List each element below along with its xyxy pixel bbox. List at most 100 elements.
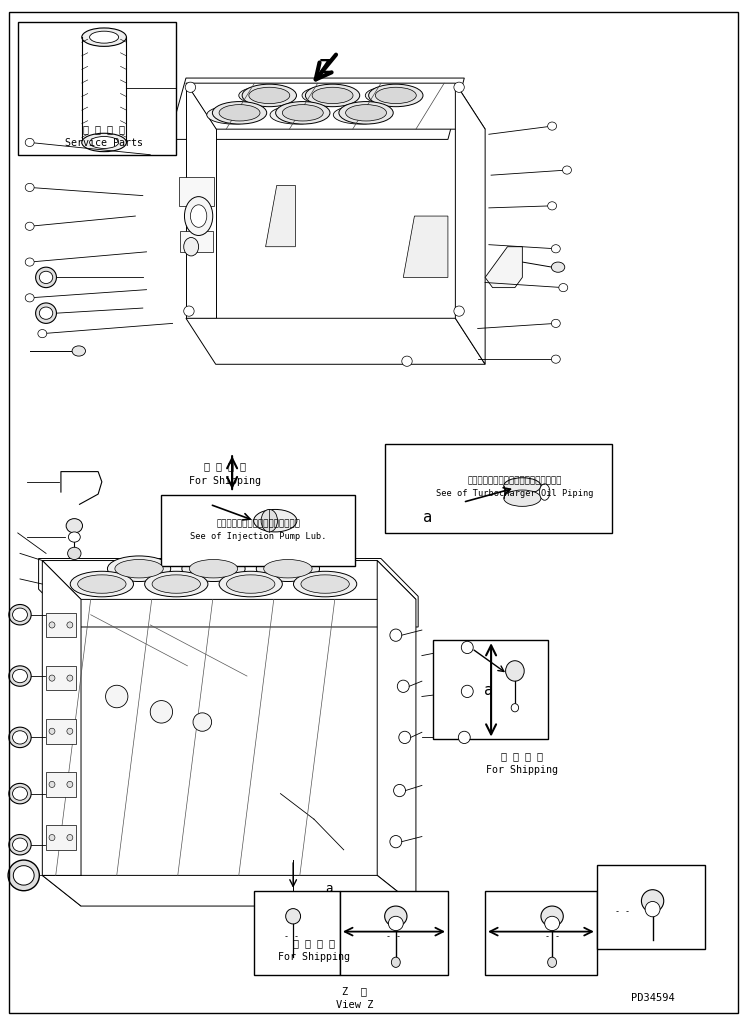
Ellipse shape — [454, 306, 465, 317]
Ellipse shape — [226, 575, 275, 593]
Ellipse shape — [242, 84, 297, 107]
Bar — [597, 865, 704, 949]
Ellipse shape — [385, 906, 407, 927]
Ellipse shape — [25, 183, 34, 192]
Ellipse shape — [256, 556, 320, 581]
Polygon shape — [456, 83, 485, 364]
Ellipse shape — [90, 31, 119, 43]
Text: ターボチャージャオイルパイピング参照
See of Turbocharger Oil Piping: ターボチャージャオイルパイピング参照 See of Turbocharger O… — [436, 477, 594, 498]
Ellipse shape — [105, 686, 128, 707]
Ellipse shape — [346, 105, 386, 121]
Ellipse shape — [306, 84, 360, 107]
Ellipse shape — [115, 560, 164, 578]
Bar — [180, 232, 213, 252]
Bar — [485, 891, 597, 975]
Text: a: a — [423, 510, 432, 525]
Polygon shape — [46, 613, 75, 638]
Ellipse shape — [282, 105, 323, 121]
Ellipse shape — [551, 262, 565, 273]
Ellipse shape — [152, 575, 200, 593]
Ellipse shape — [642, 890, 664, 912]
Ellipse shape — [397, 681, 409, 693]
Ellipse shape — [67, 675, 73, 682]
Bar — [340, 891, 448, 975]
Ellipse shape — [190, 205, 207, 228]
Ellipse shape — [81, 28, 126, 46]
Ellipse shape — [285, 908, 300, 924]
Ellipse shape — [559, 284, 568, 292]
Ellipse shape — [506, 661, 524, 682]
Ellipse shape — [9, 783, 31, 804]
Bar — [161, 495, 355, 566]
Ellipse shape — [90, 136, 119, 149]
Ellipse shape — [375, 87, 416, 104]
Ellipse shape — [541, 906, 563, 927]
Ellipse shape — [399, 731, 411, 743]
Ellipse shape — [8, 860, 40, 891]
Ellipse shape — [13, 866, 34, 886]
Ellipse shape — [239, 86, 292, 105]
Ellipse shape — [67, 622, 73, 628]
Ellipse shape — [391, 957, 400, 968]
Ellipse shape — [548, 202, 557, 210]
Ellipse shape — [36, 303, 57, 324]
Ellipse shape — [459, 731, 471, 743]
Ellipse shape — [13, 608, 28, 621]
Text: Z  視
View Z: Z 視 View Z — [336, 986, 374, 1010]
Polygon shape — [43, 875, 416, 906]
Ellipse shape — [9, 834, 31, 855]
Ellipse shape — [462, 642, 474, 654]
Ellipse shape — [189, 560, 238, 578]
Polygon shape — [266, 186, 295, 247]
Text: Z: Z — [319, 58, 331, 77]
Ellipse shape — [219, 105, 260, 121]
Polygon shape — [43, 561, 81, 906]
Polygon shape — [46, 772, 75, 796]
Ellipse shape — [454, 82, 465, 92]
Ellipse shape — [68, 547, 81, 560]
Ellipse shape — [388, 916, 403, 931]
Text: - -: - - — [545, 932, 560, 941]
Ellipse shape — [185, 197, 213, 236]
Text: インジェクションポンプルーブ参照
See of Injection Pump Lub.: インジェクションポンプルーブ参照 See of Injection Pump L… — [190, 519, 326, 540]
Ellipse shape — [312, 87, 353, 104]
Ellipse shape — [462, 686, 474, 698]
Bar — [255, 891, 340, 975]
Ellipse shape — [548, 122, 557, 130]
Ellipse shape — [25, 138, 34, 147]
Ellipse shape — [301, 575, 350, 593]
Ellipse shape — [38, 329, 47, 337]
Ellipse shape — [78, 575, 126, 593]
Polygon shape — [46, 666, 75, 691]
Ellipse shape — [108, 556, 171, 581]
Ellipse shape — [548, 957, 557, 968]
Ellipse shape — [49, 781, 55, 787]
Polygon shape — [403, 216, 448, 278]
Ellipse shape — [302, 86, 356, 105]
Ellipse shape — [49, 675, 55, 682]
Ellipse shape — [511, 703, 518, 711]
Ellipse shape — [264, 560, 312, 578]
Ellipse shape — [545, 916, 560, 931]
Ellipse shape — [13, 669, 28, 683]
Ellipse shape — [145, 571, 208, 597]
Ellipse shape — [551, 245, 560, 253]
Ellipse shape — [36, 268, 57, 288]
Ellipse shape — [551, 355, 560, 363]
Ellipse shape — [13, 838, 28, 852]
Ellipse shape — [185, 82, 196, 92]
Text: 補 給 専 用
Service Parts: 補 給 専 用 Service Parts — [65, 124, 143, 149]
Ellipse shape — [212, 101, 267, 124]
Ellipse shape — [150, 701, 173, 723]
Ellipse shape — [207, 106, 261, 124]
Ellipse shape — [333, 106, 387, 124]
Ellipse shape — [294, 571, 357, 597]
Ellipse shape — [539, 484, 550, 500]
Ellipse shape — [249, 87, 290, 104]
Ellipse shape — [40, 308, 53, 320]
Text: - -: - - — [284, 932, 299, 941]
Text: 運 搬 部 品
For Shipping: 運 搬 部 品 For Shipping — [278, 938, 350, 962]
Ellipse shape — [72, 345, 85, 356]
Ellipse shape — [49, 834, 55, 840]
Bar — [433, 641, 548, 739]
